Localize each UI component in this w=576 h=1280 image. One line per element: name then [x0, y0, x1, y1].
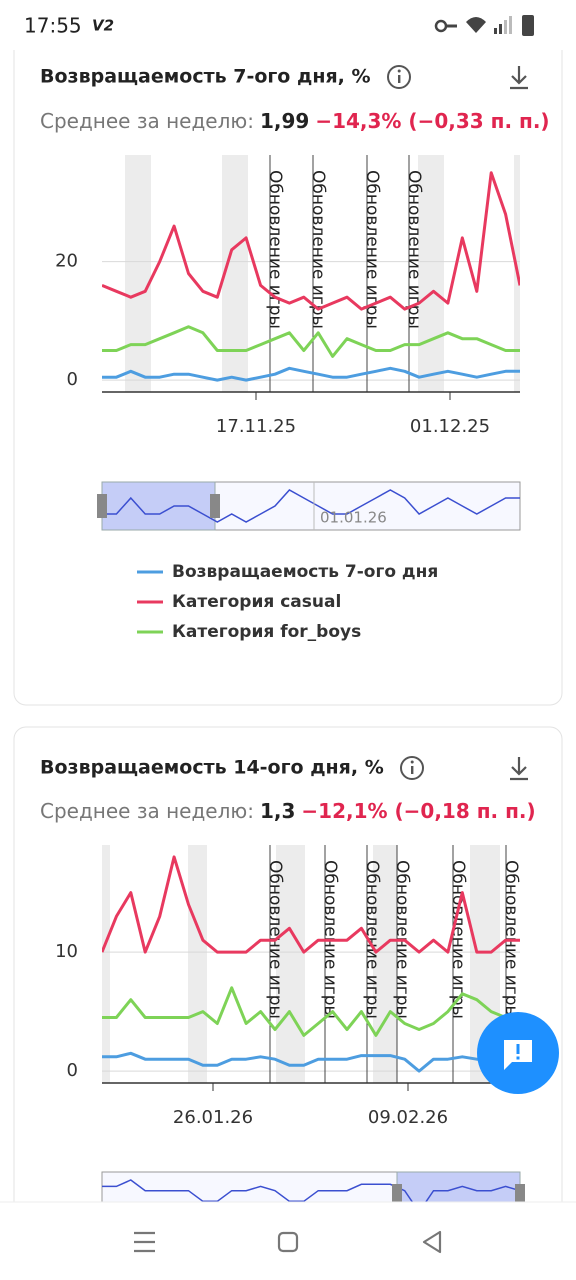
legend-label: Категория for_boys: [172, 622, 361, 642]
summary: Среднее за неделю: 1,3 −12,1% (−0,18 п. п.…: [40, 799, 536, 823]
summary-label: Среднее за неделю:: [40, 109, 254, 133]
download-icon[interactable]: [510, 757, 528, 781]
summary-value: 1,3: [260, 799, 295, 823]
chart: 0 10 Обновление игры Обновление игры Обновле…: [55, 845, 525, 1208]
summary-change: −12,1% (−0,18 п. п.): [301, 799, 535, 823]
annotation-label: Обновление игры: [308, 170, 328, 329]
annotation-label: Обновление игры: [404, 170, 424, 329]
status-icons: [434, 15, 534, 36]
info-icon[interactable]: [400, 756, 424, 780]
summary-change: −14,3% (−0,33 п. п.): [315, 109, 549, 133]
badge: V2: [92, 17, 114, 35]
annotation-label: Обновление игры: [265, 170, 285, 329]
feedback-button[interactable]: [477, 1012, 559, 1094]
series-line: [102, 986, 520, 1037]
menu-button[interactable]: [134, 1231, 155, 1253]
navigator-handle[interactable]: [515, 1184, 525, 1208]
annotation-label: Обновление игры: [362, 860, 382, 1019]
nav-bar: [0, 1202, 576, 1280]
weekend-band: [102, 845, 110, 1083]
navigator-handle[interactable]: [392, 1184, 402, 1208]
weekend-band: [418, 155, 444, 392]
navigator-handle[interactable]: [210, 494, 220, 518]
y-tick-label: 0: [67, 369, 78, 390]
back-button[interactable]: [422, 1230, 442, 1254]
series-line: [102, 366, 520, 382]
navigator-handle[interactable]: [97, 494, 107, 518]
plot: Обновление игры Обновление игры Обновление…: [102, 845, 520, 1083]
legend-label: Возвращаемость 7-ого дня: [172, 562, 438, 582]
status-bar: [0, 0, 576, 50]
download-icon[interactable]: [510, 66, 528, 90]
series-line: [102, 855, 520, 954]
y-tick-label: 10: [55, 941, 78, 962]
charts: 0 20 Обновление игры Обновление игры Обновле…: [55, 155, 525, 1208]
overlay: [0, 1012, 576, 1280]
navigator-line: [102, 489, 520, 523]
summary-value: 1,99: [260, 109, 309, 133]
plot: Обновление игры Обновление игры Обновление…: [102, 155, 520, 392]
navigator: 01.01.26: [97, 481, 521, 531]
weekend-band: [276, 845, 305, 1083]
x-tick-label: 09.02.26: [368, 1107, 448, 1128]
annotation-label: Обновление игры: [362, 170, 382, 329]
card-title: Возвращаемость 7-ого дня, %: [40, 66, 371, 88]
summary: Среднее за неделю: 1,99 −14,3% (−0,33 п. п…: [40, 109, 550, 133]
navigator: [101, 1171, 525, 1208]
series-line: [102, 1051, 520, 1073]
summary-label: Среднее за неделю:: [40, 799, 254, 823]
x-tick-label: 01.12.25: [410, 416, 490, 437]
navigator-label: 01.01.26: [320, 509, 387, 527]
weekend-band: [188, 845, 207, 1083]
weekend-band: [373, 845, 397, 1083]
y-tick-label: 20: [55, 251, 78, 272]
navigator-line: [102, 1179, 521, 1202]
time: 17:55: [24, 14, 82, 38]
chart: 020 Обновление игры Обновление игры Обновле…: [55, 155, 521, 642]
weekend-band: [222, 155, 248, 392]
x-tick-label: 17.11.25: [216, 416, 296, 437]
x-tick-label: 26.01.26: [173, 1107, 253, 1128]
legend-label: Категория casual: [172, 592, 341, 612]
home-button[interactable]: [277, 1231, 299, 1253]
info-icon[interactable]: [387, 65, 411, 89]
card-title: Возвращаемость 14-ого дня, %: [40, 757, 384, 779]
y-tick-label: 0: [67, 1060, 78, 1081]
weekend-band: [125, 155, 151, 392]
series-line: [102, 171, 520, 311]
series-line: [102, 325, 520, 358]
navigator-selection: [101, 481, 216, 531]
